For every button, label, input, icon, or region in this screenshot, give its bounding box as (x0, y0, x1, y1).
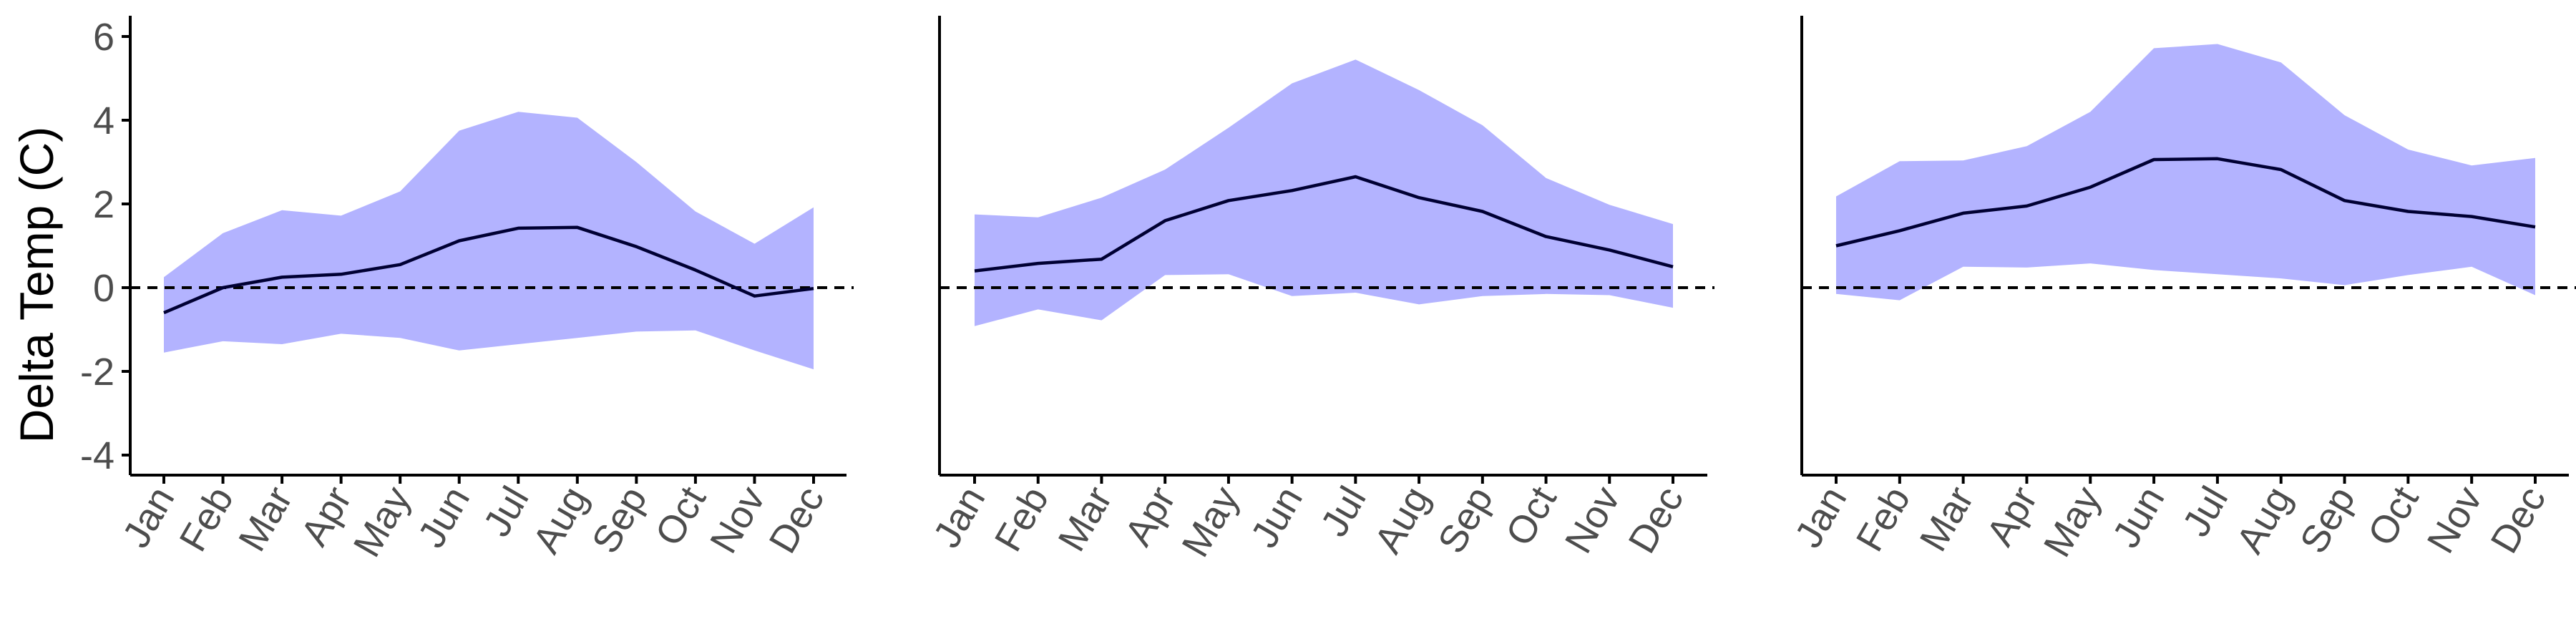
x-tick-label: Jul (2175, 479, 2236, 544)
x-tick-label: Oct (2360, 479, 2427, 553)
y-axis-title: Delta Temp (C) (10, 127, 63, 444)
x-tick-label: Feb (987, 479, 1057, 559)
ribbon-band (975, 59, 1673, 326)
x-tick-label: Oct (1498, 479, 1565, 553)
x-tick-label: Nov (702, 479, 774, 560)
x-tick-label: May (1174, 479, 1247, 564)
y-tick-label: 2 (93, 183, 114, 226)
x-tick-label: Nov (1557, 479, 1629, 560)
x-tick-label: Dec (2482, 479, 2554, 560)
x-tick-label: Mar (230, 479, 301, 559)
x-tick-label: Jun (1243, 479, 1312, 555)
x-tick-label: May (2036, 479, 2109, 564)
mean-line (163, 225, 814, 315)
x-tick-label: Jan (925, 479, 994, 555)
x-tick-label: Aug (2228, 479, 2300, 560)
y-tick-label: -2 (80, 351, 114, 394)
ribbon-band (1836, 44, 2535, 301)
x-tick-label: Mar (1050, 479, 1120, 559)
x-tick-label: Feb (171, 479, 241, 559)
panel-1: -4-20246JanFebMarAprMayJunJulAugSepOctNo… (80, 16, 854, 564)
x-tick-label: Oct (647, 479, 714, 553)
mean-line (1835, 157, 2536, 248)
x-tick-label: May (346, 479, 419, 564)
x-tick-label: Jun (2104, 479, 2173, 555)
x-tick-label: Jan (114, 479, 183, 555)
x-tick-label: Sep (2292, 479, 2363, 560)
x-tick-label: Aug (525, 479, 596, 560)
y-tick-label: 0 (93, 267, 114, 310)
x-tick-label: Aug (1366, 479, 1438, 560)
y-tick-label: 6 (93, 16, 114, 59)
mean-line (974, 175, 1674, 273)
x-tick-label: Sep (584, 479, 655, 560)
x-tick-label: Sep (1430, 479, 1501, 560)
chart-panels: -4 -2 0 2 4 6 JanFebMarAprMayJunJulAugSepOctNo… (80, 16, 2576, 564)
x-tick-label: Jan (1787, 479, 1855, 555)
x-tick-label: Dec (761, 479, 832, 560)
x-tick-label: Nov (2419, 479, 2491, 560)
ribbon-band (164, 112, 814, 370)
x-tick-label: Feb (1848, 479, 1918, 559)
y-tick-label: -4 (80, 434, 114, 477)
x-tick-label: Dec (1620, 479, 1692, 560)
x-tick-label: Jun (410, 479, 479, 555)
y-tick-label: 4 (93, 99, 114, 142)
x-tick-label: Jul (1312, 479, 1374, 544)
x-tick-label: Mar (1912, 479, 1982, 559)
